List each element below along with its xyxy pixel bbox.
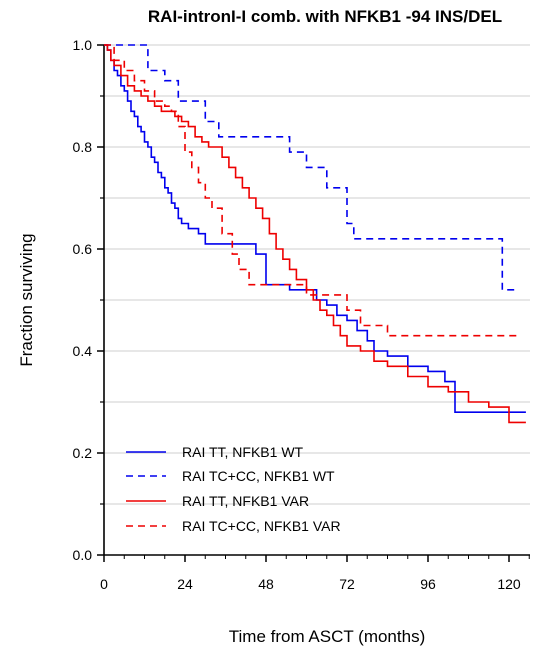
x-tick-label: 96 xyxy=(420,576,436,592)
y-tick-label: 0.0 xyxy=(73,547,93,563)
legend-label: RAI TC+CC, NFKB1 WT xyxy=(182,468,335,484)
series-line-3 xyxy=(104,44,526,424)
x-tick-label: 24 xyxy=(177,576,193,592)
series-lines xyxy=(104,44,526,424)
y-tick-label: 0.4 xyxy=(73,343,93,359)
y-tick-label: 0.8 xyxy=(73,139,93,155)
legend-label: RAI TC+CC, NFKB1 VAR xyxy=(182,518,341,534)
series-line-4 xyxy=(104,44,520,337)
y-tick-label: 0.6 xyxy=(73,241,93,257)
legend-label: RAI TT, NFKB1 VAR xyxy=(182,493,309,509)
legend-label: RAI TT, NFKB1 WT xyxy=(182,444,304,460)
series-line-1 xyxy=(104,44,526,413)
gridlines xyxy=(104,44,530,505)
y-tick-label: 1.0 xyxy=(73,37,93,53)
x-tick-label: 0 xyxy=(100,576,108,592)
x-tick-label: 48 xyxy=(258,576,274,592)
x-tick-label: 120 xyxy=(497,576,521,592)
y-tick-label: 0.2 xyxy=(73,445,93,461)
x-axis-label: Time from ASCT (months) xyxy=(229,627,425,646)
series-line-2 xyxy=(104,44,520,291)
axes: 0.0 0.2 0.4 0.6 0.8 1.0 0 24 48 72 96 120 xyxy=(73,37,530,592)
y-axis-label: Fraction surviving xyxy=(17,233,36,366)
chart-title: RAI-intronI-I comb. with NFKB1 -94 INS/D… xyxy=(148,7,502,26)
legend: RAI TT, NFKB1 WT RAI TC+CC, NFKB1 WT RAI T… xyxy=(126,444,341,534)
x-tick-label: 72 xyxy=(339,576,355,592)
